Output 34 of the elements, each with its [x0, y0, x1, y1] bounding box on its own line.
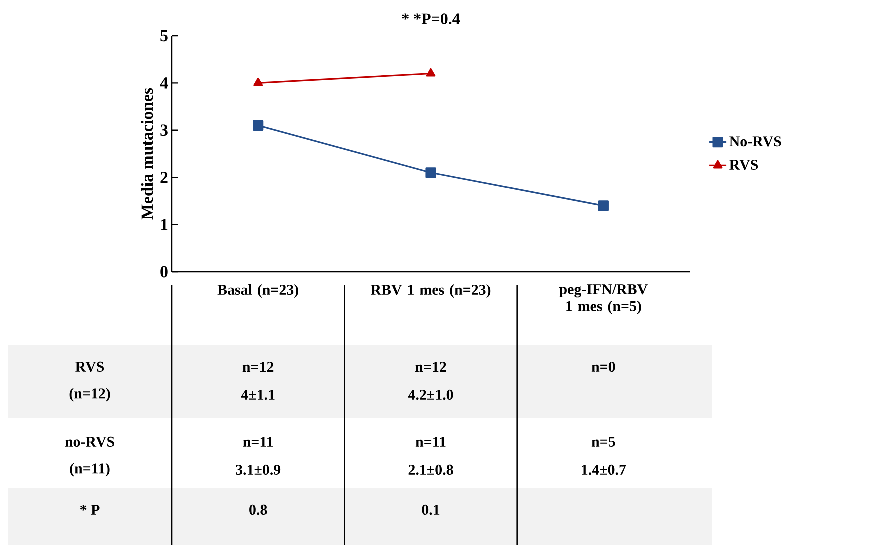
- text: RVS: [76, 362, 104, 372]
- y-tick-label: 3: [160, 124, 168, 136]
- y-tick-label: 4: [160, 78, 168, 89]
- text: 2.1±0.8: [408, 465, 454, 476]
- y-tick-label: 5: [160, 30, 168, 42]
- x-tick-label: RBV 1 mes (n=23): [370, 284, 491, 298]
- text: 0.1: [422, 505, 440, 516]
- y-tick-label: 1: [161, 219, 168, 231]
- text: 4.2±1.0: [408, 390, 454, 400]
- text: n=12: [242, 362, 274, 372]
- y-axis-title: Media mutaciones: [141, 88, 154, 220]
- point: [598, 200, 609, 212]
- text: * P: [80, 505, 100, 516]
- text: 3.1±0.9: [236, 465, 281, 476]
- x-tick-label: Basal (n=23): [218, 284, 298, 298]
- chart-title: * *P=0.4: [402, 14, 460, 25]
- text: (n=11): [70, 463, 110, 477]
- text: 4±1.1: [241, 390, 275, 400]
- legend-label: RVS: [730, 160, 758, 170]
- y-tick-label: 2: [160, 172, 168, 184]
- text: (n=12): [70, 388, 110, 402]
- text: 0.8: [250, 505, 268, 516]
- text: n=5: [592, 437, 616, 448]
- text: no-RVS: [65, 437, 114, 448]
- point: [426, 168, 436, 178]
- text: n=11: [416, 437, 446, 448]
- text: 1.4±0.7: [582, 465, 626, 476]
- text: n=11: [243, 437, 274, 448]
- text: n=0: [592, 362, 616, 372]
- point: [253, 120, 264, 132]
- text: n=12: [416, 362, 446, 372]
- y-tick-label: 0: [160, 266, 168, 278]
- x-tick-label: peg-IFN/RBV 1 mes (n=5): [559, 284, 648, 315]
- legend-label: No-RVS: [730, 136, 782, 147]
